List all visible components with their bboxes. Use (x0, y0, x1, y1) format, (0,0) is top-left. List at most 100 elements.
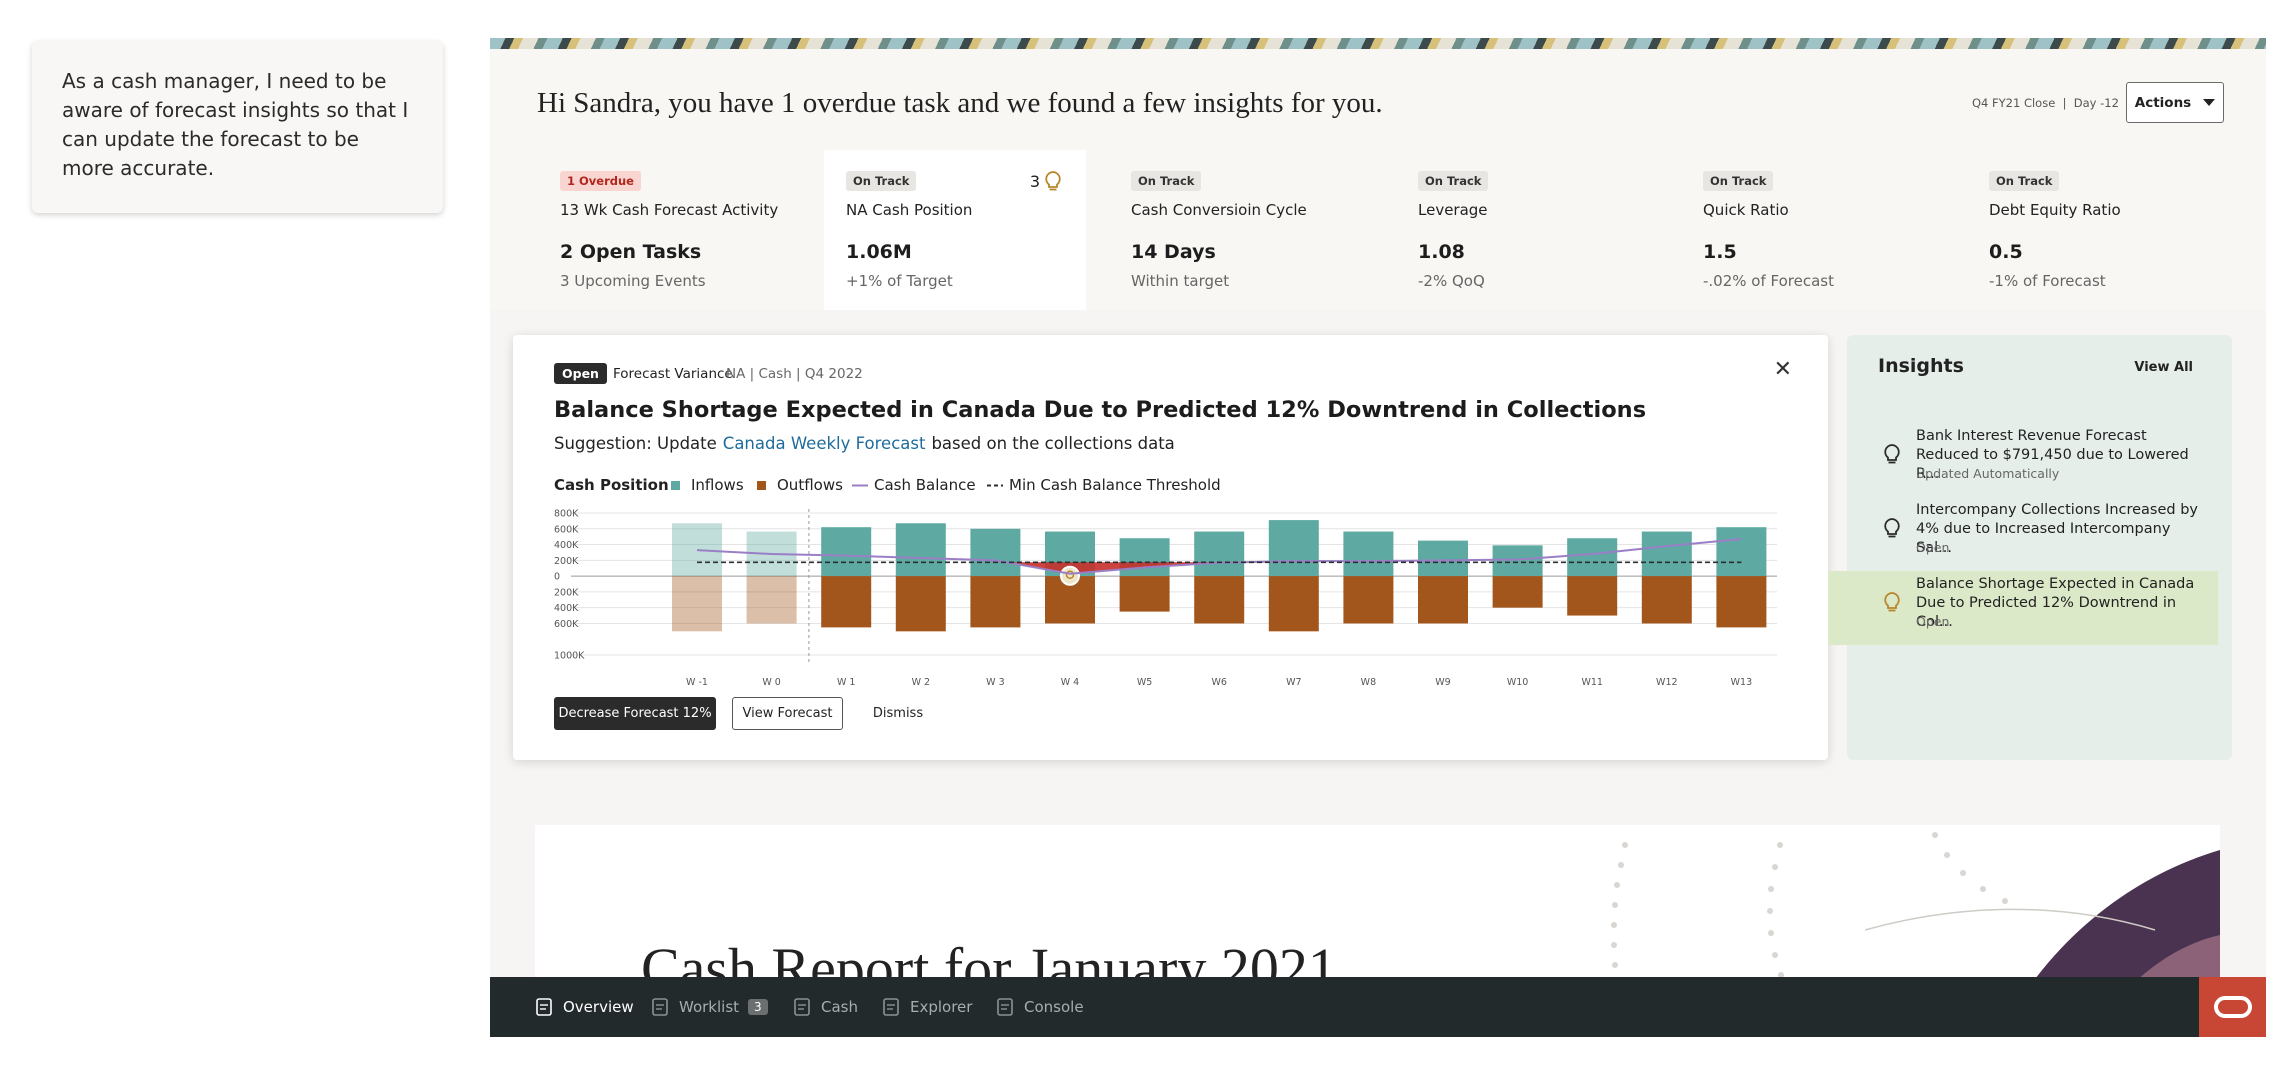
nav-icon (883, 998, 899, 1016)
kpi-status: 1 Overdue (560, 171, 641, 191)
nav-item[interactable]: Explorer (881, 977, 972, 1037)
y-tick-label: 600K (554, 524, 579, 535)
kpi-sub: +1% of Target (846, 272, 953, 290)
nav-label: Cash (821, 998, 858, 1016)
legend-swatch (671, 481, 680, 490)
cash-chart: Cash Position Inflows Outflows Cash Balance… (554, 476, 1777, 688)
bar (1418, 576, 1468, 624)
kpi-insights[interactable]: 3 (1030, 170, 1062, 192)
bar (1268, 576, 1319, 632)
kpi-card: On Track Cash Conversioin Cycle 14 Days Wit… (1131, 150, 1393, 310)
nav-item[interactable]: Cash (792, 977, 858, 1037)
nav-badge: 3 (748, 999, 768, 1015)
kpi-status: On Track (1418, 171, 1489, 191)
y-tick-label: 400K (554, 540, 579, 551)
insight-item[interactable]: Bank Interest Revenue Forecast Reduced t… (1847, 423, 2232, 497)
nav-label: Worklist (679, 998, 740, 1016)
insight-item-title: Bank Interest Revenue Forecast Reduced t… (1916, 428, 2189, 482)
insight-item[interactable]: Intercompany Collections Increased by 4%… (1847, 497, 2232, 571)
bar (970, 528, 1021, 577)
kpi-card: 1 Overdue 13 Wk Cash Forecast Activity 2 O… (560, 150, 822, 310)
dismiss-button[interactable]: Dismiss (872, 706, 924, 721)
kpi-label: Cash Conversioin Cycle (1131, 201, 1307, 219)
insight-title: Balance Shortage Expected in Canada Due … (554, 397, 1647, 423)
y-tick-label: 200K (554, 587, 579, 598)
caret (2203, 99, 2216, 106)
kpi-status: On Track (1703, 171, 1774, 191)
y-tick-label: 200K (554, 556, 579, 567)
forecast-link[interactable]: Canada Weekly Forecast (722, 434, 926, 453)
x-tick-label: W12 (1656, 677, 1677, 688)
nav-item[interactable]: Console (995, 977, 1084, 1037)
kpi-status: On Track (1131, 171, 1202, 191)
period: Q4 FY21 Close | Day -12 (1972, 96, 2119, 110)
kpi-value: 14 Days (1131, 241, 1216, 263)
insight-item-status: Updated Automatically (1916, 466, 2060, 481)
shortfall-area (1070, 562, 1145, 574)
nav-bar: Overview Worklist 3 Cash Explorer Console (490, 977, 2266, 1037)
x-tick-label: W7 (1286, 677, 1301, 688)
kpi-value: 1.06M (846, 241, 912, 263)
bar (1343, 576, 1394, 624)
kpi-inner: On Track Quick Ratio 1.5 -.02% of Forecast (1703, 150, 1943, 310)
bar (1119, 576, 1170, 612)
nav-item[interactable]: Overview (534, 977, 634, 1037)
panel-title: Insights (1878, 355, 1964, 377)
x-tick-label: W 0 (762, 677, 780, 688)
insight-item-title: Balance Shortage Expected in Canada Due … (1916, 576, 2195, 630)
greeting: Hi Sandra, you have 1 overdue task and w… (537, 87, 1383, 119)
legend-label: Min Cash Balance Threshold (1009, 476, 1221, 494)
insight-item-title: Intercompany Collections Increased by 4%… (1916, 502, 2198, 556)
status-badge: Open (554, 363, 607, 384)
bar (1716, 527, 1767, 577)
bulb-icon (1045, 171, 1061, 191)
kpi-sub: Within target (1131, 272, 1230, 290)
bulb-icon (1884, 444, 1900, 464)
nav-label: Overview (563, 998, 634, 1016)
insight-count: 3 (1029, 171, 1040, 191)
bulb-icon (1884, 592, 1900, 612)
header-zone: Hi Sandra, you have 1 overdue task and w… (490, 49, 2266, 310)
bar (1343, 531, 1394, 577)
kpi-sub: -2% QoQ (1418, 272, 1485, 290)
x-tick-label: W 1 (837, 677, 855, 688)
bar (1641, 576, 1692, 624)
bar (1492, 576, 1543, 608)
story-note: As a cash manager, I need to be aware of… (32, 41, 443, 213)
kpi-sub: -.02% of Forecast (1703, 272, 1834, 290)
insight-context: NA | Cash | Q4 2022 (726, 366, 863, 382)
legend-title: Cash Position (554, 476, 669, 494)
view-forecast-button[interactable]: View Forecast (732, 697, 843, 730)
nav-label: Console (1024, 998, 1084, 1016)
dots (1611, 832, 2008, 978)
bar (1641, 531, 1692, 577)
legend-label: Cash Balance (874, 476, 976, 494)
x-tick-label: W6 (1211, 677, 1226, 688)
decrease-button[interactable]: Decrease Forecast 12% (554, 697, 716, 730)
kpi-value: 1.5 (1703, 241, 1737, 263)
kpi-value: 1.08 (1418, 241, 1465, 263)
kpi-label: 13 Wk Cash Forecast Activity (560, 201, 779, 219)
app: Hi Sandra, you have 1 overdue task and w… (490, 38, 2266, 1037)
view-all[interactable]: View All (2134, 360, 2193, 375)
close-button[interactable]: ✕ (1773, 357, 1792, 382)
bar (1716, 576, 1767, 628)
bar (1119, 538, 1170, 577)
kpi-label: NA Cash Position (846, 201, 973, 219)
insight-item[interactable]: Balance Shortage Expected in Canada Due … (1828, 571, 2218, 645)
kpi-label: Debt Equity Ratio (1989, 201, 2121, 219)
kpi-sub: 3 Upcoming Events (560, 272, 706, 290)
x-tick-label: W 4 (1061, 677, 1079, 688)
nav-icon (652, 998, 668, 1016)
suggestion: Suggestion: Update Canada Weekly Forecast… (554, 434, 1175, 453)
nav-item[interactable]: Worklist 3 (650, 977, 768, 1037)
y-tick-label: 600K (554, 619, 579, 630)
y-tick-label: 800K (554, 509, 579, 520)
actions-button[interactable]: Actions (2126, 82, 2224, 123)
x-tick-label: W8 (1361, 677, 1376, 688)
kpi-sub: -1% of Forecast (1989, 272, 2106, 290)
oracle-button[interactable] (2199, 977, 2266, 1037)
x-tick-label: W -1 (686, 677, 708, 688)
